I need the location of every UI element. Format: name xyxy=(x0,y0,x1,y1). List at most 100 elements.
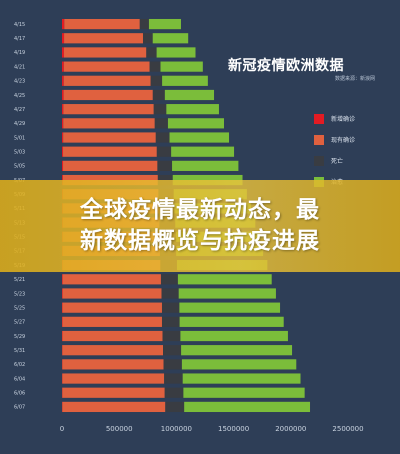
bar-segment-现有确诊-4/15 xyxy=(64,18,140,30)
bar-segment-治愈-5/21 xyxy=(177,274,272,285)
bar-segment-死亡-5/27 xyxy=(161,316,180,327)
bar-segment-死亡-6/04 xyxy=(164,373,183,384)
legend-item-deaths: 死亡 xyxy=(314,150,394,171)
y-tick-label: 4/27 xyxy=(14,107,25,113)
y-tick-label: 5/21 xyxy=(14,277,25,283)
headline-line-2: 新数据概览与抗疫进展 xyxy=(80,228,320,254)
bar-segment-现有确诊-4/25 xyxy=(63,89,153,101)
bar-segment-现有确诊-5/27 xyxy=(62,316,162,327)
bar-segment-死亡-4/17 xyxy=(142,33,153,44)
bar-segment-死亡-5/01 xyxy=(155,132,170,143)
x-tick-label: 2500000 xyxy=(332,425,363,433)
bar-segment-新增确诊-5/23 xyxy=(62,288,63,299)
bar-segment-现有确诊-4/29 xyxy=(63,118,155,129)
bar-segment-现有确诊-5/29 xyxy=(62,330,163,342)
y-tick-label: 5/29 xyxy=(14,334,25,340)
bar-segment-现有确诊-4/27 xyxy=(63,104,154,115)
y-tick-label: 5/23 xyxy=(14,291,25,297)
bar-segment-死亡-4/25 xyxy=(152,89,165,101)
bar-segment-新增确诊-5/05 xyxy=(62,160,64,171)
bar-segment-死亡-5/31 xyxy=(163,345,182,356)
bar-segment-治愈-6/07 xyxy=(184,401,311,413)
x-axis-labels: 0 500000 1000000 1500000 2000000 2500000 xyxy=(60,425,364,433)
bar-segment-新增确诊-5/01 xyxy=(62,132,64,143)
bar-segment-死亡-4/29 xyxy=(154,118,168,129)
headline-banner: 全球疫情最新动态，最 新数据概览与抗疫进展 xyxy=(0,180,400,272)
bar-segment-新增确诊-4/25 xyxy=(62,89,64,101)
bar-segment-新增确诊-4/23 xyxy=(62,75,64,86)
y-tick-label: 4/15 xyxy=(14,22,25,28)
bar-segment-治愈-5/31 xyxy=(181,345,293,356)
bar-segment-现有确诊-4/23 xyxy=(63,75,151,86)
x-tick-label: 500000 xyxy=(106,425,133,433)
bar-segment-新增确诊-4/27 xyxy=(62,104,64,115)
y-tick-label: 5/03 xyxy=(14,149,25,155)
y-tick-label: 4/21 xyxy=(14,64,25,70)
bar-segment-治愈-6/02 xyxy=(181,359,297,370)
y-tick-label: 4/23 xyxy=(14,79,25,85)
bar-segment-新增确诊-4/19 xyxy=(62,47,64,58)
y-tick-label: 4/29 xyxy=(14,121,25,127)
x-tick-label: 2000000 xyxy=(275,425,306,433)
bar-segment-死亡-5/03 xyxy=(156,146,172,157)
bar-segment-治愈-6/06 xyxy=(183,387,305,398)
chart-subtitle: 数据来源：新浪网 xyxy=(335,76,376,82)
legend-label-new-confirmed: 新增确诊 xyxy=(331,116,356,123)
bar-segment-死亡-4/23 xyxy=(150,75,163,86)
bar-segment-治愈-6/04 xyxy=(182,373,301,384)
bar-segment-治愈-4/21 xyxy=(160,61,203,72)
bar-segment-新增确诊-4/21 xyxy=(62,61,64,72)
bar-segment-现有确诊-5/01 xyxy=(63,132,156,143)
y-tick-label: 6/04 xyxy=(14,376,25,382)
y-tick-label: 4/19 xyxy=(14,50,25,56)
x-tick-label: 1000000 xyxy=(161,425,192,433)
bar-segment-现有确诊-5/31 xyxy=(62,345,164,356)
bar-segment-现有确诊-6/04 xyxy=(62,373,165,384)
bar-segment-治愈-5/29 xyxy=(180,330,288,342)
legend-label-active: 现有确诊 xyxy=(331,137,356,144)
bar-segment-治愈-4/23 xyxy=(162,75,208,86)
bar-segment-现有确诊-4/21 xyxy=(63,61,150,72)
bar-segment-死亡-6/07 xyxy=(165,401,185,413)
bar-segment-治愈-4/27 xyxy=(166,104,219,115)
legend-swatch-active xyxy=(314,134,324,145)
chart-title: 新冠疫情欧洲数据 xyxy=(228,58,344,74)
bar-segment-新增确诊-4/15 xyxy=(62,18,65,30)
legend-label-deaths: 死亡 xyxy=(331,158,344,165)
bar-segment-死亡-5/29 xyxy=(162,330,181,342)
y-tick-label: 6/07 xyxy=(14,405,25,411)
bar-segment-现有确诊-5/23 xyxy=(62,288,162,299)
bar-segment-新增确诊-5/21 xyxy=(62,274,63,285)
bar-segment-治愈-5/03 xyxy=(171,146,235,157)
y-tick-label: 5/25 xyxy=(14,305,25,311)
bar-segment-现有确诊-4/17 xyxy=(64,33,143,44)
bar-segment-死亡-4/15 xyxy=(139,18,149,30)
bar-segment-死亡-5/23 xyxy=(161,288,179,299)
bar-segment-现有确诊-5/03 xyxy=(63,146,157,157)
y-tick-label: 5/27 xyxy=(14,320,25,326)
y-tick-label: 5/01 xyxy=(14,135,25,141)
y-tick-label: 5/05 xyxy=(14,164,25,170)
x-tick-label: 0 xyxy=(60,425,64,433)
bar-segment-治愈-4/19 xyxy=(156,47,196,58)
bar-segment-现有确诊-6/06 xyxy=(62,387,165,398)
bar-segment-现有确诊-6/02 xyxy=(62,359,164,370)
y-tick-label: 4/17 xyxy=(14,36,25,42)
bar-segment-治愈-4/17 xyxy=(152,33,189,44)
bar-segment-现有确诊-6/07 xyxy=(62,401,166,413)
legend-item-new-confirmed: 新增确诊 xyxy=(314,108,394,129)
y-tick-label: 4/25 xyxy=(14,93,25,99)
y-tick-label: 5/31 xyxy=(14,348,25,354)
legend-swatch-deaths xyxy=(314,155,324,166)
bar-segment-新增确诊-5/03 xyxy=(62,146,64,157)
y-tick-label: 6/06 xyxy=(14,391,25,397)
bar-segment-死亡-4/21 xyxy=(149,61,161,72)
bar-segment-现有确诊-5/05 xyxy=(63,160,158,171)
y-tick-label: 6/02 xyxy=(14,362,25,368)
bar-segment-死亡-5/05 xyxy=(157,160,173,171)
bar-segment-死亡-5/25 xyxy=(161,302,180,313)
bar-segment-治愈-4/15 xyxy=(148,18,181,30)
bar-segment-治愈-5/25 xyxy=(179,302,281,313)
bar-segment-现有确诊-5/21 xyxy=(62,274,161,285)
bar-segment-现有确诊-5/25 xyxy=(62,302,162,313)
